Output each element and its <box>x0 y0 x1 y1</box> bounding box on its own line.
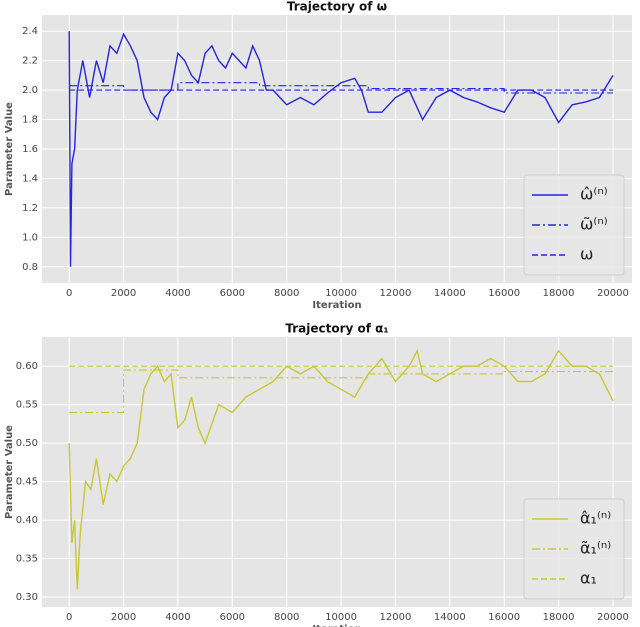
x-tick-label: 16000 <box>488 288 520 299</box>
x-tick-label: 2000 <box>111 288 136 299</box>
x-tick-label: 14000 <box>434 612 466 623</box>
x-tick-label: 4000 <box>165 288 190 299</box>
x-tick-label: 4000 <box>165 612 190 623</box>
series-line <box>69 369 613 413</box>
y-tick-label: 1.8 <box>22 115 38 126</box>
y-tick-label: 0.60 <box>16 361 38 372</box>
legend-label: ω̂⁽ⁿ⁾ <box>580 185 608 204</box>
x-tick-label: 16000 <box>488 612 520 623</box>
y-tick-label: 2.4 <box>22 26 38 37</box>
x-tick-label: 12000 <box>380 612 412 623</box>
x-tick-label: 2000 <box>111 612 136 623</box>
legend-label: ω <box>580 245 593 264</box>
x-tick-label: 0 <box>66 288 72 299</box>
chart-title: Trajectory of ω <box>287 0 387 14</box>
y-tick-label: 2.0 <box>22 85 38 96</box>
y-tick-label: 0.8 <box>22 262 38 273</box>
y-tick-label: 1.4 <box>22 173 38 184</box>
x-tick-label: 10000 <box>325 612 357 623</box>
legend-box <box>523 498 625 600</box>
y-axis-label: Parameter Value <box>4 102 15 196</box>
series-line <box>69 82 613 94</box>
x-tick-label: 6000 <box>220 288 245 299</box>
y-tick-label: 0.40 <box>16 515 38 526</box>
x-tick-label: 18000 <box>543 288 575 299</box>
legend-label: ω̃⁽ⁿ⁾ <box>580 215 608 234</box>
y-tick-label: 2.2 <box>22 56 38 67</box>
y-tick-label: 0.45 <box>16 477 38 488</box>
legend-label: α̂₁⁽ⁿ⁾ <box>580 509 611 528</box>
x-tick-label: 12000 <box>380 288 412 299</box>
legend-label: α̃₁⁽ⁿ⁾ <box>580 539 611 558</box>
y-tick-label: 1.0 <box>22 232 38 243</box>
y-axis-label: Parameter Value <box>4 425 15 519</box>
x-tick-label: 6000 <box>220 612 245 623</box>
x-axis-label: Iteration <box>312 624 361 627</box>
y-tick-label: 1.6 <box>22 144 38 155</box>
x-tick-label: 14000 <box>434 288 466 299</box>
x-tick-label: 8000 <box>274 612 299 623</box>
x-tick-label: 20000 <box>597 288 629 299</box>
chart-title: Trajectory of α₁ <box>285 322 388 336</box>
x-tick-label: 18000 <box>543 612 575 623</box>
x-tick-label: 0 <box>66 612 72 623</box>
y-tick-label: 0.30 <box>16 592 38 603</box>
x-tick-label: 10000 <box>325 288 357 299</box>
x-tick-label: 8000 <box>274 288 299 299</box>
legend-box <box>523 174 625 276</box>
y-tick-label: 0.50 <box>16 438 38 449</box>
x-tick-label: 20000 <box>597 612 629 623</box>
series-line <box>68 348 614 590</box>
y-tick-label: 1.2 <box>22 203 38 214</box>
x-axis-label: Iteration <box>312 300 361 311</box>
y-tick-label: 0.35 <box>16 554 38 565</box>
series-line <box>68 31 614 267</box>
y-tick-label: 0.55 <box>16 400 38 411</box>
legend-label: α₁ <box>580 569 597 588</box>
